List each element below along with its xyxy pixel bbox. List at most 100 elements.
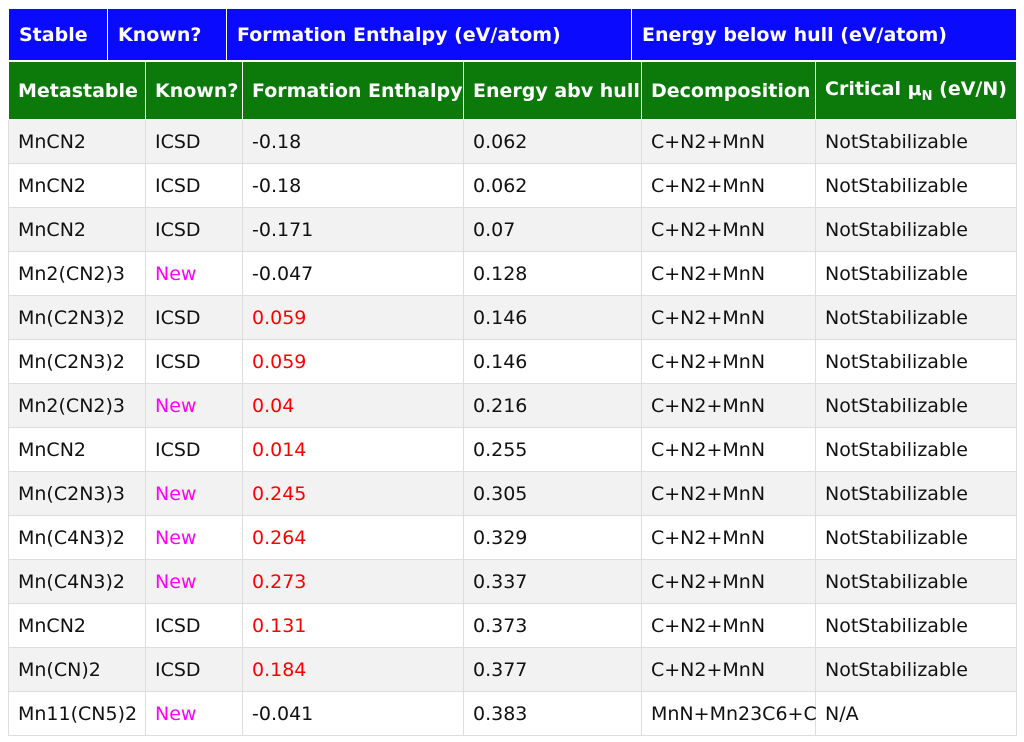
stable-header-row: Stable Known? Formation Enthalpy (eV/ato… — [8, 8, 1017, 61]
energy-abv-hull-cell: 0.128 — [463, 251, 642, 296]
table-row: Mn(C4N3)2 New 0.264 0.329 C+N2+MnN NotStabili… — [8, 515, 1017, 560]
energy-abv-hull-cell: 0.146 — [463, 295, 642, 340]
formation-enthalpy-cell: 0.131 — [242, 603, 464, 648]
decomposition-cell: C+N2+MnN — [641, 339, 816, 384]
formation-enthalpy-cell: -0.18 — [242, 163, 464, 208]
table-row: MnCN2 ICSD -0.171 0.07 C+N2+MnN NotStabilizab… — [8, 207, 1017, 252]
formation-enthalpy-cell: -0.171 — [242, 207, 464, 252]
known-cell: ICSD — [145, 163, 243, 208]
known-cell: ICSD — [145, 647, 243, 692]
energy-abv-hull-cell: 0.305 — [463, 471, 642, 516]
critical-mu-cell: NotStabilizable — [815, 559, 1017, 604]
energy-abv-hull-cell: 0.337 — [463, 559, 642, 604]
stable-known-column-header: Known? — [107, 8, 227, 61]
known-cell: ICSD — [145, 427, 243, 472]
table-row: Mn(C2N3)2 ICSD 0.059 0.146 C+N2+MnN NotStabil… — [8, 295, 1017, 340]
stable-header-table: Stable Known? Formation Enthalpy (eV/ato… — [8, 8, 1017, 61]
critical-mu-cell: NotStabilizable — [815, 295, 1017, 340]
formula-cell: Mn(C2N3)2 — [8, 339, 146, 384]
formation-enthalpy-cell: 0.264 — [242, 515, 464, 560]
critical-mu-cell: NotStabilizable — [815, 383, 1017, 428]
critical-mu-cell: NotStabilizable — [815, 603, 1017, 648]
energy-abv-hull-cell: 0.255 — [463, 427, 642, 472]
known-cell: New — [145, 515, 243, 560]
table-row: Mn2(CN2)3 New -0.047 0.128 C+N2+MnN NotStabil… — [8, 251, 1017, 296]
formation-enthalpy-column-header: Formation Enthalpy — [242, 61, 464, 120]
energy-abv-hull-cell: 0.383 — [463, 691, 642, 736]
table-row: MnCN2 ICSD -0.18 0.062 C+N2+MnN NotStabilizab… — [8, 119, 1017, 164]
table-row: Mn11(CN5)2 New -0.041 0.383 MnN+Mn23C6+C N/A — [8, 691, 1017, 736]
critical-mu-cell: NotStabilizable — [815, 339, 1017, 384]
table-row: MnCN2 ICSD 0.131 0.373 C+N2+MnN NotStabilizab… — [8, 603, 1017, 648]
energy-abv-hull-column-header: Energy abv hull — [463, 61, 642, 120]
formula-cell: Mn11(CN5)2 — [8, 691, 146, 736]
formula-cell: Mn(C2N3)3 — [8, 471, 146, 516]
known-column-header: Known? — [145, 61, 243, 120]
energy-abv-hull-cell: 0.373 — [463, 603, 642, 648]
critical-mu-cell: NotStabilizable — [815, 119, 1017, 164]
formation-enthalpy-cell: -0.18 — [242, 119, 464, 164]
decomposition-cell: C+N2+MnN — [641, 119, 816, 164]
energy-abv-hull-cell: 0.062 — [463, 119, 642, 164]
decomposition-cell: C+N2+MnN — [641, 251, 816, 296]
stable-column-header: Stable — [8, 8, 108, 61]
known-cell: ICSD — [145, 603, 243, 648]
decomposition-cell: C+N2+MnN — [641, 559, 816, 604]
metastable-column-header: Metastable — [8, 61, 146, 120]
critical-mu-cell: N/A — [815, 691, 1017, 736]
decomposition-cell: MnN+Mn23C6+C — [641, 691, 817, 736]
known-cell: New — [145, 691, 243, 736]
critical-mu-cell: NotStabilizable — [815, 647, 1017, 692]
decomposition-cell: C+N2+MnN — [641, 163, 816, 208]
known-cell: ICSD — [145, 207, 243, 252]
critical-mu-label: Critical μ — [825, 77, 922, 100]
critical-mu-cell: NotStabilizable — [815, 427, 1017, 472]
formula-cell: Mn2(CN2)3 — [8, 383, 146, 428]
energy-abv-hull-cell: 0.329 — [463, 515, 642, 560]
known-cell: New — [145, 559, 243, 604]
table-row: MnCN2 ICSD 0.014 0.255 C+N2+MnN NotStabilizab… — [8, 427, 1017, 472]
decomposition-cell: C+N2+MnN — [641, 471, 816, 516]
formula-cell: MnCN2 — [8, 119, 146, 164]
formation-enthalpy-cell: 0.184 — [242, 647, 464, 692]
formula-cell: Mn(C2N3)2 — [8, 295, 146, 340]
energy-abv-hull-cell: 0.216 — [463, 383, 642, 428]
formation-enthalpy-cell: 0.059 — [242, 339, 464, 384]
decomposition-cell: C+N2+MnN — [641, 427, 816, 472]
energy-abv-hull-cell: 0.062 — [463, 163, 642, 208]
decomposition-cell: C+N2+MnN — [641, 383, 816, 428]
formation-enthalpy-cell: 0.245 — [242, 471, 464, 516]
formula-cell: Mn(C4N3)2 — [8, 515, 146, 560]
formula-cell: MnCN2 — [8, 163, 146, 208]
known-cell: ICSD — [145, 295, 243, 340]
known-cell: New — [145, 383, 243, 428]
formula-cell: Mn2(CN2)3 — [8, 251, 146, 296]
table-row: MnCN2 ICSD -0.18 0.062 C+N2+MnN NotStabilizab… — [8, 163, 1017, 208]
table-row: Mn(C2N3)3 New 0.245 0.305 C+N2+MnN NotStabili… — [8, 471, 1017, 516]
table-row: Mn(CN)2 ICSD 0.184 0.377 C+N2+MnN NotStabiliz… — [8, 647, 1017, 692]
decomposition-cell: C+N2+MnN — [641, 515, 816, 560]
known-cell: New — [145, 471, 243, 516]
metastable-table: Metastable Known? Formation Enthalpy Ene… — [8, 61, 1017, 736]
formation-enthalpy-cell: -0.041 — [242, 691, 464, 736]
table-row: Mn(C4N3)2 New 0.273 0.337 C+N2+MnN NotStabili… — [8, 559, 1017, 604]
formation-enthalpy-cell: 0.059 — [242, 295, 464, 340]
energy-abv-hull-cell: 0.377 — [463, 647, 642, 692]
energy-abv-hull-cell: 0.146 — [463, 339, 642, 384]
decomposition-cell: C+N2+MnN — [641, 295, 816, 340]
metastable-header-row: Metastable Known? Formation Enthalpy Ene… — [8, 61, 1017, 120]
stable-formation-enthalpy-column-header: Formation Enthalpy (eV/atom) — [226, 8, 632, 61]
critical-mu-cell: NotStabilizable — [815, 515, 1017, 560]
critical-mu-unit: (eV/N) — [932, 77, 1007, 100]
formation-enthalpy-cell: -0.047 — [242, 251, 464, 296]
formation-enthalpy-cell: 0.04 — [242, 383, 464, 428]
known-cell: New — [145, 251, 243, 296]
table-row: Mn(C2N3)2 ICSD 0.059 0.146 C+N2+MnN NotStabil… — [8, 339, 1017, 384]
table-row: Mn2(CN2)3 New 0.04 0.216 C+N2+MnN NotStabiliz… — [8, 383, 1017, 428]
known-cell: ICSD — [145, 339, 243, 384]
formation-enthalpy-cell: 0.014 — [242, 427, 464, 472]
formula-cell: Mn(CN)2 — [8, 647, 146, 692]
critical-mu-cell: NotStabilizable — [815, 163, 1017, 208]
decomposition-cell: C+N2+MnN — [641, 603, 816, 648]
critical-mu-column-header: Critical μN (eV/N) — [815, 61, 1017, 120]
